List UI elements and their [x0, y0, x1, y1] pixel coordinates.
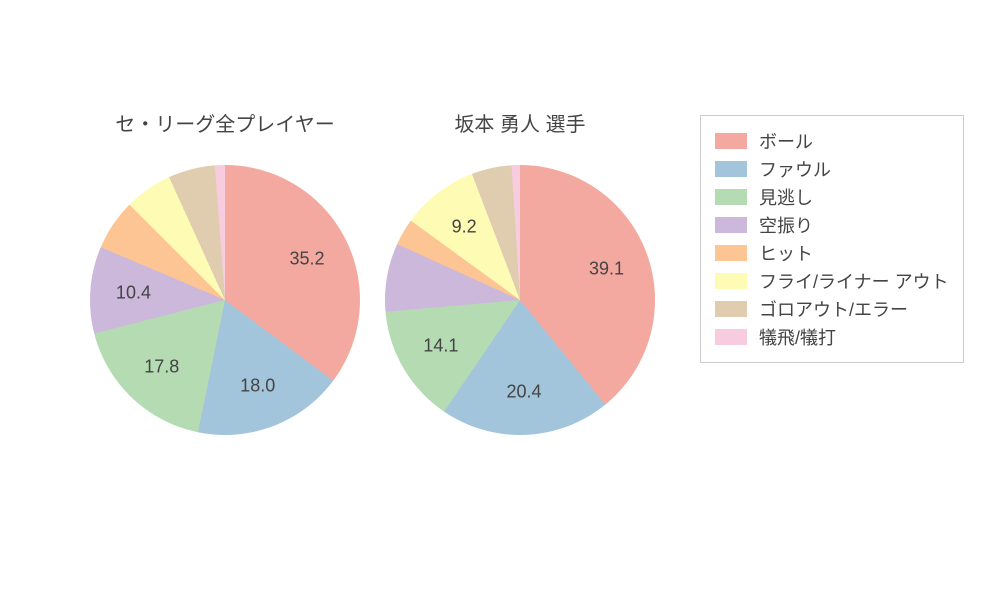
legend-label: ゴロアウト/エラー	[759, 296, 908, 322]
slice-label: 9.2	[452, 217, 477, 238]
legend-label: ボール	[759, 128, 813, 154]
pie-title-right: 坂本 勇人 選手	[370, 108, 670, 137]
legend-item: フライ/ライナー アウト	[715, 268, 949, 294]
legend-item: ボール	[715, 128, 949, 154]
legend-label: 見逃し	[759, 184, 813, 210]
legend-label: 犠飛/犠打	[759, 324, 836, 350]
legend-swatch	[715, 161, 747, 177]
legend-label: フライ/ライナー アウト	[759, 268, 949, 294]
legend-swatch	[715, 217, 747, 233]
legend: ボールファウル見逃し空振りヒットフライ/ライナー アウトゴロアウト/エラー犠飛/…	[700, 115, 964, 363]
legend-label: 空振り	[759, 212, 813, 238]
legend-swatch	[715, 329, 747, 345]
legend-item: 犠飛/犠打	[715, 324, 949, 350]
legend-item: 空振り	[715, 212, 949, 238]
slice-label: 39.1	[589, 259, 624, 280]
legend-swatch	[715, 189, 747, 205]
legend-swatch	[715, 301, 747, 317]
pie-title-left: セ・リーグ全プレイヤー	[75, 108, 375, 137]
slice-label: 17.8	[144, 356, 179, 377]
slice-label: 20.4	[507, 381, 542, 402]
slice-label: 18.0	[240, 375, 275, 396]
chart-container: セ・リーグ全プレイヤー 坂本 勇人 選手 ボールファウル見逃し空振りヒットフライ…	[0, 0, 1000, 600]
legend-item: ファウル	[715, 156, 949, 182]
legend-swatch	[715, 273, 747, 289]
legend-label: ヒット	[759, 240, 813, 266]
legend-item: ゴロアウト/エラー	[715, 296, 949, 322]
slice-label: 35.2	[290, 248, 325, 269]
legend-swatch	[715, 245, 747, 261]
legend-label: ファウル	[759, 156, 831, 182]
legend-item: 見逃し	[715, 184, 949, 210]
legend-item: ヒット	[715, 240, 949, 266]
slice-label: 10.4	[116, 283, 151, 304]
slice-label: 14.1	[423, 336, 458, 357]
legend-swatch	[715, 133, 747, 149]
